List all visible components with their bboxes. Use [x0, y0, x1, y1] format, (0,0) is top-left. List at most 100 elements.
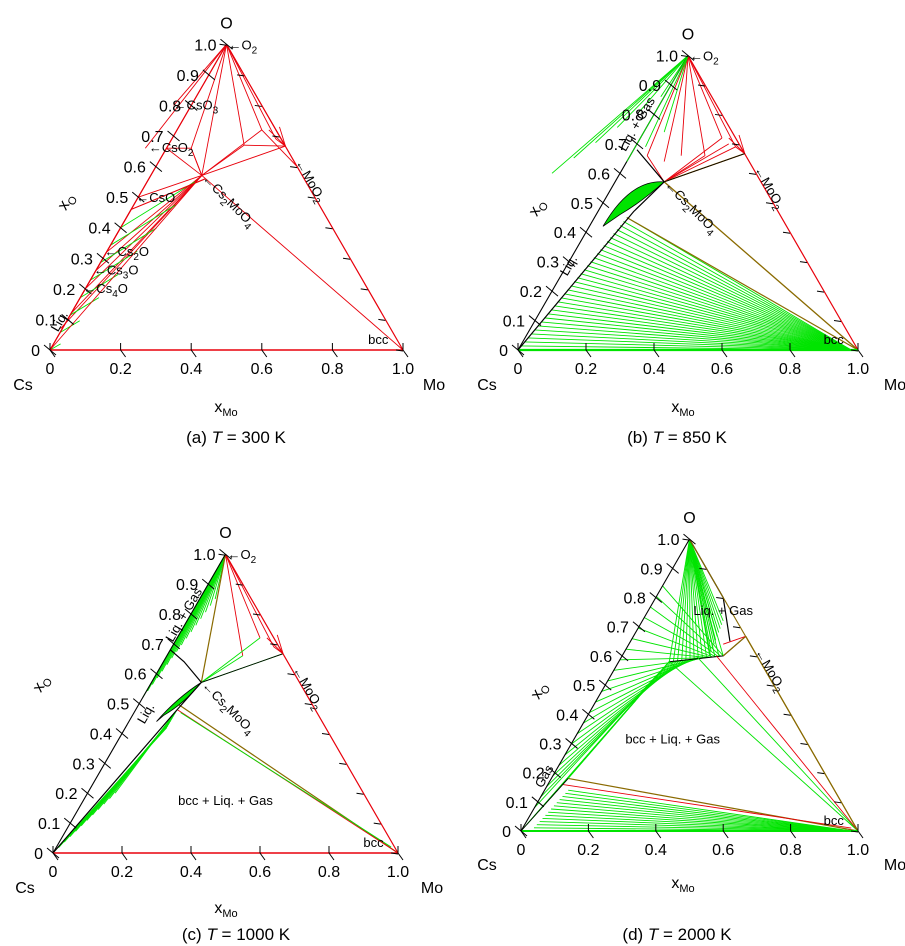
tie-line: [735, 146, 746, 154]
tie-line: [190, 148, 203, 176]
y-tick-label: 0: [502, 824, 511, 841]
x-tick-label: 0.8: [318, 864, 340, 881]
corner-label-mo: Mo: [884, 857, 905, 874]
x-tick-label: 0.6: [711, 361, 733, 378]
right-tick-mark: [373, 822, 381, 825]
right-tick-mark: [748, 172, 757, 175]
x-tick-label: 0: [517, 842, 526, 859]
ternary-panel: 0 0.2 0.4 0.6 0.8 1.0 0 0.1 0.2 0.3 0.4 0.5 0.6 0.7 0.…: [477, 27, 905, 447]
right-tick-mark: [799, 261, 808, 264]
tie-line: [279, 126, 286, 147]
tie-line: [728, 137, 746, 154]
tie-line: [90, 250, 138, 281]
y-tick-mark: [43, 344, 57, 356]
phase-label: ←Cs2O: [104, 244, 149, 263]
y-tick-mark: [666, 562, 679, 574]
right-tick-mark: [254, 104, 262, 107]
corner-label-cs: Cs: [477, 377, 497, 394]
y-tick-label: 0.3: [539, 736, 561, 753]
y-tick-mark: [615, 650, 629, 662]
right-tick-mark: [321, 732, 330, 735]
tie-line: [689, 539, 695, 660]
y-tick-label: 0.1: [503, 314, 525, 331]
tie-line: [559, 799, 852, 832]
x-tick-mark: [655, 830, 662, 839]
tie-line: [603, 245, 852, 351]
y-tick-mark: [114, 222, 127, 234]
tie-line: [520, 778, 569, 832]
right-tick-mark: [304, 703, 312, 706]
right-tick-mark: [731, 143, 740, 146]
y-tick-mark: [598, 679, 612, 691]
tie-line: [562, 795, 852, 832]
tie-line: [201, 145, 286, 176]
right-tick-mark: [218, 553, 226, 556]
tie-line: [100, 227, 157, 264]
tie-line: [650, 606, 719, 657]
x-tick-label: 0.6: [249, 864, 271, 881]
y-tick-label: 0.6: [124, 160, 146, 177]
tie-line: [225, 554, 261, 639]
phase-label: ←Cs4O: [83, 281, 128, 300]
phase-label: bcc: [363, 835, 384, 850]
right-tick-mark: [697, 84, 706, 87]
phase-label: ←O2: [229, 37, 258, 56]
y-tick-mark: [167, 638, 181, 650]
y-tick-label: 0.4: [88, 221, 110, 238]
y-tick-label: 0.9: [177, 68, 199, 85]
y-tick-mark: [167, 130, 180, 142]
y-tick-mark: [96, 252, 110, 264]
tie-line: [723, 635, 746, 645]
y-tick-mark: [219, 548, 232, 560]
tie-line: [537, 325, 852, 351]
phase-label: ←Cs2MoO4: [196, 678, 258, 740]
y-tick-mark: [548, 767, 562, 779]
tie-line: [664, 153, 745, 183]
tie-line: [201, 129, 263, 176]
x-tick-label: 0.8: [779, 361, 801, 378]
tie-line: [560, 297, 852, 351]
tie-line: [645, 55, 689, 148]
y-tick-label: 0.6: [588, 166, 610, 183]
tie-line: [668, 661, 859, 832]
x-axis-title: xMo: [214, 900, 237, 920]
tie-line: [663, 181, 859, 351]
x-tick-mark: [789, 349, 796, 358]
phase-label: Gas: [532, 762, 557, 791]
y-tick-label: 0.7: [142, 637, 164, 654]
y-axis-title: xO: [526, 196, 552, 221]
right-tick-mark: [219, 43, 227, 46]
y-tick-mark: [531, 796, 545, 808]
tie-line: [201, 637, 261, 683]
y-tick-mark: [565, 738, 578, 749]
y-axis-title: xO: [528, 679, 554, 704]
corner-label-o: O: [683, 510, 695, 527]
x-tick-mark: [121, 852, 128, 861]
right-tick-mark: [833, 320, 842, 323]
phase-label: ←MoO2: [749, 646, 789, 696]
tie-line: [613, 233, 852, 351]
x-tick-mark: [120, 349, 127, 358]
corner-label-cs: Cs: [13, 377, 33, 394]
tie-line: [205, 554, 226, 613]
tie-line: [590, 261, 852, 351]
tie-line: [610, 237, 852, 351]
tie-line: [545, 814, 852, 832]
right-tick-mark: [325, 227, 333, 230]
y-tick-mark: [184, 608, 198, 620]
tie-line: [677, 539, 690, 661]
tie-line: [266, 637, 284, 655]
tie-line: [567, 661, 670, 779]
right-tick-mark: [834, 801, 842, 804]
corner-label-cs: Cs: [477, 857, 497, 874]
tie-line: [180, 712, 392, 848]
right-tick-mark: [287, 673, 295, 676]
tie-line: [570, 285, 852, 351]
tie-line: [619, 225, 852, 351]
corner-label-mo: Mo: [421, 880, 443, 897]
y-tick-label: 0.9: [639, 78, 661, 95]
right-tick-mark: [850, 349, 859, 352]
tie-line: [587, 265, 852, 351]
tie-line: [226, 44, 277, 140]
